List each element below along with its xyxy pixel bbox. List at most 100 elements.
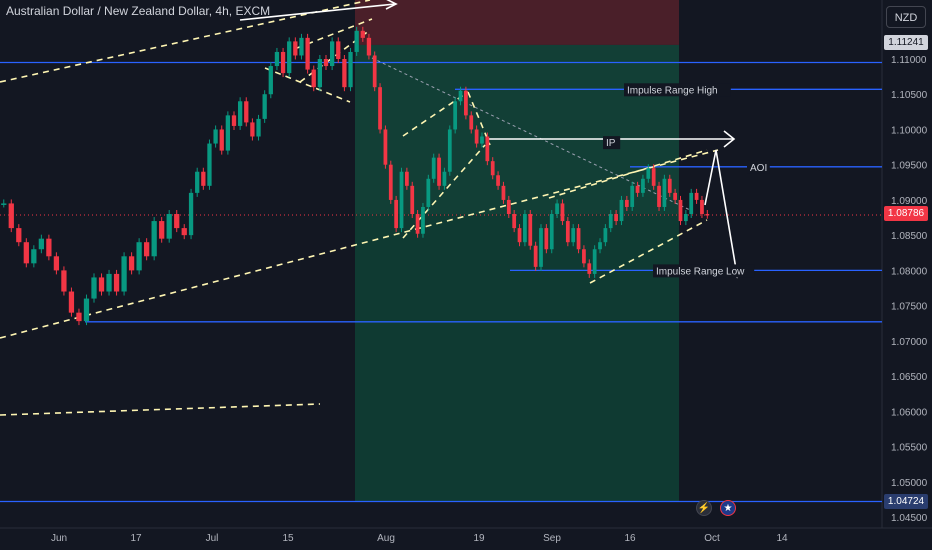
candle-body [582,249,586,264]
candle-body [673,192,678,200]
candle-body [250,122,255,137]
y-tick-label: 1.08000 [891,266,928,277]
candle-body [378,87,382,130]
candle-body [560,203,565,222]
candle-body [641,178,645,193]
trend-line [371,57,691,211]
candle-body [1,203,7,205]
candle-body [501,185,506,200]
candle-body [8,203,14,229]
candle-body [323,59,329,67]
candle-body [299,37,304,56]
x-tick-label: Sep [543,533,561,544]
candle-body [354,30,359,52]
candle-body [166,214,172,239]
candle-body [106,273,112,292]
trend-line [0,149,719,339]
y-tick-label: 1.11000 [891,55,927,66]
y-tick-label: 1.09500 [891,161,928,172]
x-tick-label: 16 [624,533,636,544]
x-tick-label: 19 [473,533,485,544]
candle-body [442,171,447,186]
candle-body [280,51,286,74]
price-badge-current: 1.08786 [884,206,928,221]
trend-line [402,144,486,239]
candle-body [646,168,651,179]
candle-body [38,238,44,250]
candle-body [490,161,495,176]
candle-body [342,59,347,88]
candle-body [293,41,298,56]
candle-body [46,238,52,257]
candle-body [201,171,206,186]
lightning-icon[interactable]: ⚡ [696,500,712,516]
annotation-label-bg [653,264,755,278]
candle-body [16,228,22,243]
x-tick-label: 14 [776,533,788,544]
chart-title: Australian Dollar / New Zealand Dollar, … [6,4,271,18]
candle-body [565,221,570,243]
candle-body [128,256,135,271]
candle-body [195,171,200,193]
candle-body [544,228,549,250]
candle-body [366,37,372,56]
candle-body [136,242,142,271]
annotation-label-bg [603,136,621,150]
candle-body [657,185,661,207]
candle-body [207,143,212,186]
y-tick-label: 1.07500 [891,302,928,313]
candle-body [98,277,105,292]
candle-body [383,129,388,165]
candle-body [336,41,341,59]
annotation-label-aoi: AOI [750,163,767,174]
candle-body [592,249,597,274]
candle-body [305,37,310,70]
candle-body [523,214,527,243]
y-tick-label: 1.06000 [891,407,928,418]
candle-body [231,115,237,126]
candle-body [571,228,576,243]
candle-body [630,185,635,207]
candle-body [83,298,90,322]
trend-line [264,67,351,103]
candle-body [694,192,699,200]
candle-body [188,192,194,236]
x-tick-label: Oct [704,533,720,544]
candle-body [700,199,704,215]
candle-body [159,221,165,239]
candle-body [121,256,127,292]
candle-body [360,30,365,38]
annotation-label-impulse-high: Impulse Range High [627,85,718,96]
candle-body [474,129,479,144]
y-tick-label: 1.10500 [891,90,928,101]
candle-body [68,291,75,313]
x-tick-label: 17 [130,533,142,544]
candle-body [598,242,602,250]
candle-body [399,171,404,229]
candle-body [311,69,316,88]
candle-body [651,168,656,186]
annotation-label-bg [624,83,731,97]
y-tick-label: 1.04500 [891,513,928,524]
target-zone-upper [355,44,679,215]
y-tick-label: 1.07000 [891,337,928,348]
annotation-label-bg [747,160,770,174]
candle-body [431,157,436,179]
candle-body [181,228,187,236]
x-tick-label: Aug [377,533,395,544]
candle-body [348,51,353,88]
top-arrow-head [385,0,398,10]
x-tick-label: Jul [206,533,219,544]
y-tick-label: 1.10000 [891,125,928,136]
trend-line [548,149,708,199]
candle-body [469,115,474,130]
candle-body [705,214,710,216]
australia-flag-icon[interactable]: ★ [720,500,736,516]
candle-body [237,101,243,126]
currency-button[interactable]: NZD [886,6,926,28]
ip-arrow-head [723,130,736,148]
candle-body [388,164,393,200]
y-tick-label: 1.05000 [891,478,928,489]
annotation-label-ip: IP [606,138,616,149]
